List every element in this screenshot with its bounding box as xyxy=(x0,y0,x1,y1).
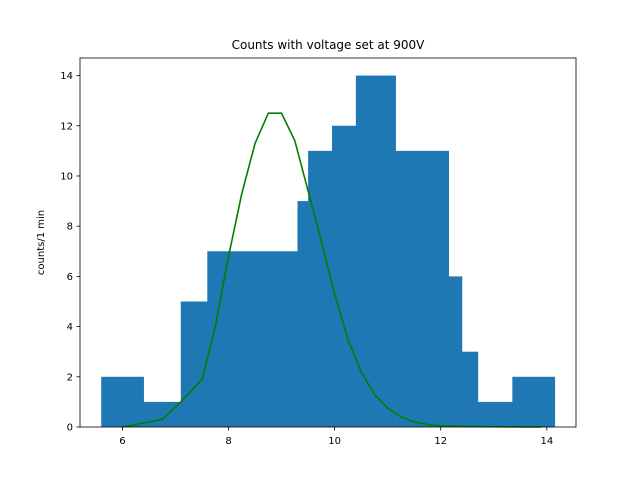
histogram-bar xyxy=(512,376,556,427)
axes xyxy=(79,57,577,428)
histogram-bar xyxy=(297,201,309,427)
histogram-bar xyxy=(477,401,513,427)
y-tick-label: 14 xyxy=(60,71,73,82)
histogram-bar xyxy=(143,401,182,427)
x-axis-ticks: 6 8 10 12 14 xyxy=(119,427,553,447)
x-tick-label: 8 xyxy=(225,436,231,447)
y-tick-label: 6 xyxy=(67,272,73,283)
histogram-bar xyxy=(308,150,333,427)
x-tick-label: 10 xyxy=(328,436,341,447)
histogram-bar xyxy=(101,376,144,427)
y-axis-label: counts/1 min xyxy=(36,210,47,275)
y-tick-label: 4 xyxy=(67,322,73,333)
chart-title: Counts with voltage set at 900V xyxy=(232,38,426,52)
histogram-bars xyxy=(101,75,556,428)
y-axis-ticks: 0 2 4 6 8 10 12 14 xyxy=(60,71,80,434)
histogram-bar xyxy=(260,251,298,427)
plot-frame xyxy=(79,57,577,428)
fit-curve-line xyxy=(122,112,542,428)
histogram-bar xyxy=(461,351,479,427)
histogram-bar xyxy=(180,301,208,427)
x-tick-label: 6 xyxy=(119,436,125,447)
histogram-bar xyxy=(395,150,449,427)
histogram-bar xyxy=(355,75,396,428)
x-tick-label: 12 xyxy=(434,436,447,447)
y-tick-label: 10 xyxy=(60,171,73,182)
y-tick-label: 8 xyxy=(67,222,73,233)
histogram-bar xyxy=(331,125,357,427)
histogram-bar xyxy=(448,276,463,427)
y-tick-label: 12 xyxy=(60,121,73,132)
y-tick-label: 2 xyxy=(67,372,73,383)
y-tick-label: 0 xyxy=(67,423,73,434)
histogram-bar xyxy=(207,251,261,427)
x-tick-label: 14 xyxy=(540,436,553,447)
